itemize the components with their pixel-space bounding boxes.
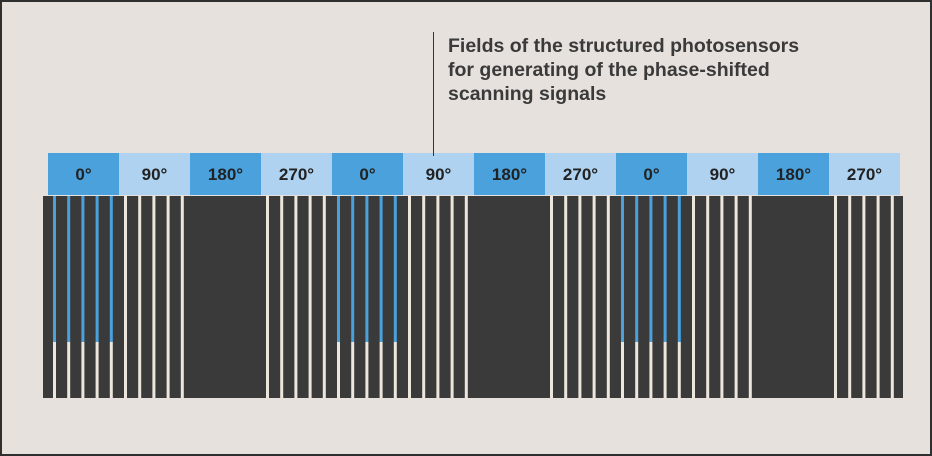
sensor-slit — [308, 196, 312, 398]
sensor-slit — [578, 196, 582, 398]
sensor-slit — [677, 196, 681, 342]
sensor-slit — [166, 196, 170, 398]
sensor-slit — [621, 196, 624, 342]
sensor-slit — [436, 196, 440, 398]
sensor-slit — [550, 196, 553, 398]
sensor-slit — [408, 196, 411, 398]
sensor-slit — [606, 196, 610, 398]
phase-cell — [332, 153, 403, 195]
sensor-slit — [876, 196, 880, 398]
sensor-slit — [109, 342, 113, 398]
sensor-slit — [379, 196, 383, 342]
sensor-slit — [663, 342, 667, 398]
sensor-slit — [393, 342, 397, 398]
sensor-slit — [81, 196, 85, 342]
sensor-slit — [138, 196, 142, 398]
sensor-slit — [393, 196, 397, 342]
sensor-slit — [180, 196, 184, 398]
sensor-slit — [862, 196, 866, 398]
phase-cell — [190, 153, 261, 195]
sensor-slit — [67, 196, 71, 342]
phase-label: 270° — [279, 165, 314, 184]
phase-label: 90° — [710, 165, 736, 184]
sensor-slit — [365, 342, 369, 398]
phase-label: 0° — [643, 165, 659, 184]
phase-cell — [474, 153, 545, 195]
sensor-slit — [677, 342, 681, 398]
sensor-slit — [649, 342, 653, 398]
phase-cell — [261, 153, 332, 195]
sensor-slit — [152, 196, 156, 398]
phase-label: 0° — [359, 165, 375, 184]
sensor-slit — [635, 196, 639, 342]
phase-label: 180° — [776, 165, 811, 184]
phase-cell — [829, 153, 900, 195]
sensor-slit — [109, 196, 113, 342]
sensor-slit — [621, 342, 624, 398]
sensor-slit — [564, 196, 568, 398]
sensor-slit — [464, 196, 468, 398]
caption: Fields of the structured photosensors fo… — [448, 34, 888, 106]
sensor-base — [43, 196, 903, 398]
sensor-slit — [95, 342, 99, 398]
phase-label: 270° — [847, 165, 882, 184]
sensor-slit — [53, 196, 56, 342]
sensor-slit — [365, 196, 369, 342]
phase-label: 0° — [75, 165, 91, 184]
sensor-slit — [592, 196, 596, 398]
sensor-slit — [280, 196, 284, 398]
phase-cell — [403, 153, 474, 195]
phase-cell — [119, 153, 190, 195]
caption-line-2: for generating of the phase-shifted — [448, 59, 770, 81]
photosensor-fields — [43, 196, 903, 398]
phase-cell — [687, 153, 758, 195]
caption-leader-line — [433, 32, 434, 156]
phase-label: 180° — [208, 165, 243, 184]
sensor-slit — [337, 196, 340, 342]
phase-cell — [758, 153, 829, 195]
sensor-slit — [649, 196, 653, 342]
caption-line-1: Fields of the structured photosensors — [448, 35, 800, 57]
sensor-slit — [379, 342, 383, 398]
phase-label: 90° — [426, 165, 452, 184]
sensor-slit — [706, 196, 710, 398]
sensor-slit — [748, 196, 752, 398]
sensor-slit — [422, 196, 426, 398]
sensor-slit — [351, 342, 355, 398]
phase-cell — [545, 153, 616, 195]
sensor-slit — [635, 342, 639, 398]
sensor-slit — [890, 196, 894, 398]
sensor-slit — [834, 196, 837, 398]
sensor-slit — [67, 342, 71, 398]
sensor-slit — [337, 342, 340, 398]
sensor-slit — [53, 342, 56, 398]
sensor-slit — [124, 196, 127, 398]
sensor-slit — [294, 196, 298, 398]
sensor-slit — [720, 196, 724, 398]
sensor-slit — [81, 342, 85, 398]
sensor-slit — [322, 196, 326, 398]
sensor-slit — [95, 196, 99, 342]
sensor-slit — [266, 196, 269, 398]
sensor-slit — [351, 196, 355, 342]
sensor-slit — [734, 196, 738, 398]
phase-label: 180° — [492, 165, 527, 184]
sensor-slit — [663, 196, 667, 342]
sensor-slit — [848, 196, 852, 398]
phase-header-row: 0° 90° 180° 270° 0° 90° 180° 270° 0° 90° 180° 270° — [48, 153, 900, 195]
phase-label: 90° — [142, 165, 168, 184]
caption-line-3: scanning signals — [448, 83, 607, 105]
phase-cell — [48, 153, 119, 195]
phase-cell — [616, 153, 687, 195]
sensor-slit — [450, 196, 454, 398]
sensor-slit — [692, 196, 695, 398]
phase-label: 270° — [563, 165, 598, 184]
